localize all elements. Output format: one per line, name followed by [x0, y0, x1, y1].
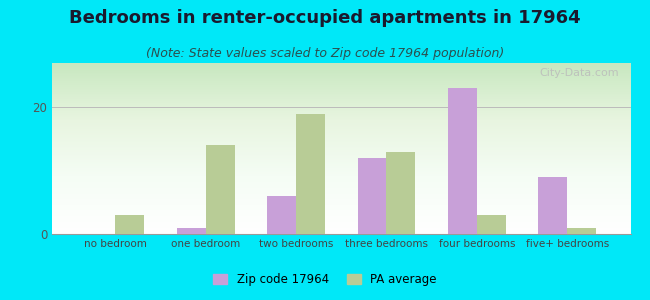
Text: Bedrooms in renter-occupied apartments in 17964: Bedrooms in renter-occupied apartments i…	[69, 9, 581, 27]
Bar	[448, 88, 477, 234]
Bar	[267, 196, 296, 234]
Bar	[177, 228, 205, 234]
Text: (Note: State values scaled to Zip code 17964 population): (Note: State values scaled to Zip code 1…	[146, 46, 504, 59]
Bar	[115, 215, 144, 234]
Bar	[205, 145, 235, 234]
Text: City-Data.com: City-Data.com	[540, 68, 619, 78]
Bar	[477, 215, 506, 234]
Bar	[296, 114, 325, 234]
Bar	[567, 228, 596, 234]
Bar	[358, 158, 387, 234]
Legend: Zip code 17964, PA average: Zip code 17964, PA average	[209, 269, 441, 291]
Bar	[538, 177, 567, 234]
Bar	[387, 152, 415, 234]
